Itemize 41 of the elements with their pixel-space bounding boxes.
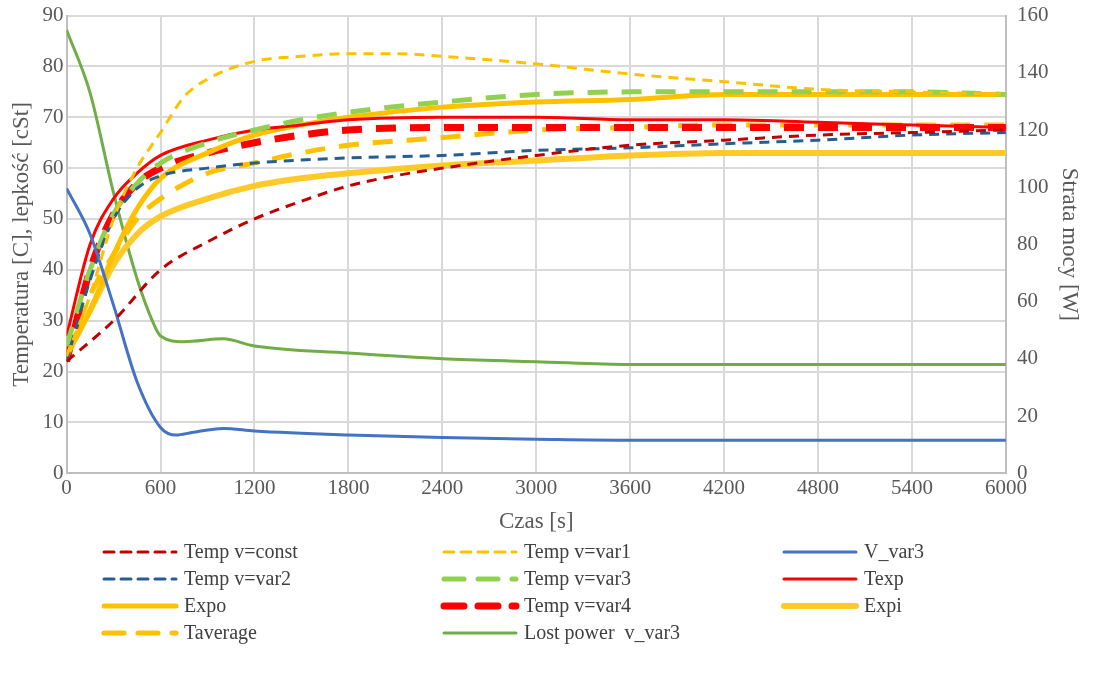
- x-tick-label: 2400: [421, 475, 464, 500]
- y2-tick-label: 80: [1016, 230, 1038, 255]
- y2-tick-label: 160: [1016, 2, 1049, 27]
- x-tick-label: 1200: [233, 475, 276, 500]
- y-tick-label: 60: [42, 154, 64, 179]
- y-tick-label: 10: [42, 408, 64, 433]
- y2-tick-label: 20: [1016, 402, 1038, 427]
- x-tick-label: 3600: [609, 475, 652, 500]
- legend-label: Temp v=var2: [184, 567, 292, 590]
- y2-tick-label: 40: [1016, 345, 1038, 370]
- y-tick-label: 80: [42, 52, 64, 77]
- line-series: [66, 186, 1006, 442]
- y2-tick-label: 60: [1016, 288, 1038, 313]
- legend-label: V_var3: [864, 540, 924, 563]
- y2-tick-label: 140: [1016, 59, 1049, 84]
- x-tick-label: 5400: [890, 475, 933, 500]
- y2-tick-label: 120: [1016, 116, 1049, 141]
- y-tick-label: 90: [42, 2, 64, 27]
- y-tick-label: 50: [42, 205, 64, 230]
- y-tick-label: 20: [42, 358, 64, 383]
- x-tick-label: 1800: [327, 475, 370, 500]
- legend-label: Temp v=var4: [524, 594, 632, 617]
- legend-label: Lost power v_var3: [524, 621, 681, 644]
- y-tick-label: 70: [42, 103, 64, 128]
- legend-label: Temp v=const: [184, 540, 298, 563]
- legend-label: Taverage: [184, 621, 257, 644]
- y-tick-label: 30: [42, 307, 64, 332]
- legend-label: Temp v=var3: [524, 567, 632, 590]
- y2-axis-title: Strata mocy [W]: [1058, 167, 1084, 322]
- x-tick-label: 600: [144, 475, 177, 500]
- legend-label: Expi: [864, 594, 902, 617]
- legend-label: Texp: [864, 567, 904, 590]
- x-axis-title: Czas [s]: [498, 508, 574, 534]
- y2-tick-label: 100: [1016, 173, 1049, 198]
- y-tick-label: 40: [42, 256, 64, 281]
- legend-label: Temp v=var1: [524, 540, 632, 563]
- x-tick-label: 4800: [797, 475, 840, 500]
- y-axis-title: Temperatura [C], lepkość [cSt]: [7, 102, 33, 387]
- x-tick-label: 4200: [703, 475, 746, 500]
- legend-label: Expo: [184, 594, 227, 617]
- x-tick-label: 3000: [515, 475, 558, 500]
